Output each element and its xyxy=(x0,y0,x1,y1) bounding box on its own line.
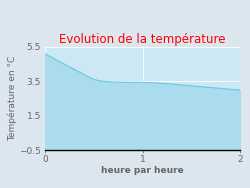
Y-axis label: Température en °C: Température en °C xyxy=(8,56,18,141)
X-axis label: heure par heure: heure par heure xyxy=(101,166,184,175)
Title: Evolution de la température: Evolution de la température xyxy=(59,33,226,46)
